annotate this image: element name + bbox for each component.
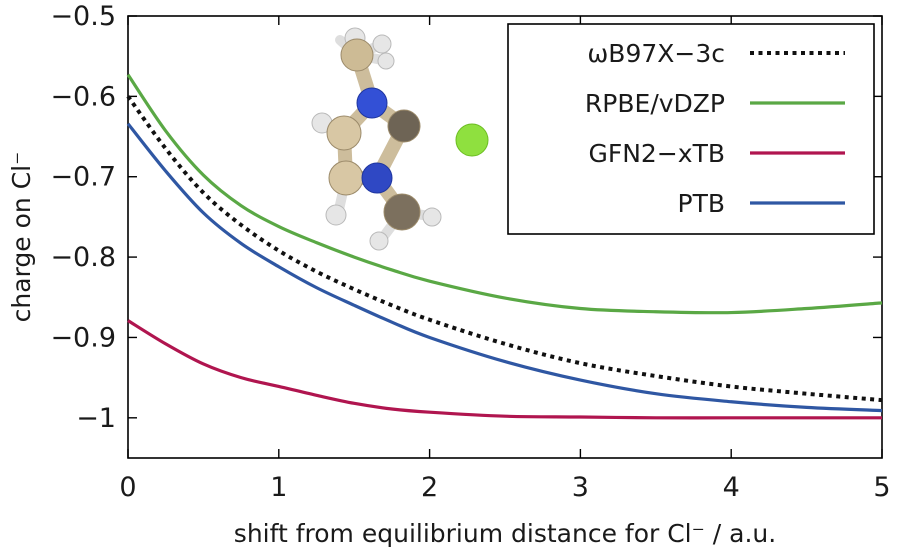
legend-label: RPBE/vDZP	[585, 89, 725, 118]
y-axis-tick-labels: −0.5 −0.6 −0.7 −0.8 −0.9 −1	[50, 1, 116, 434]
series-line-0	[126, 95, 883, 403]
legend-label: PTB	[678, 189, 726, 218]
y-tick-label: −0.6	[50, 81, 116, 112]
x-tick-label: 2	[421, 472, 438, 503]
y-axis-title: charge on Cl⁻	[7, 152, 36, 323]
x-tick-label: 5	[873, 472, 890, 503]
legend-label: ωB97X−3c	[587, 39, 725, 68]
y-tick-label: −0.7	[50, 162, 116, 193]
series-line-1	[126, 73, 883, 315]
series-line-3	[126, 122, 883, 413]
series-line-2	[127, 319, 882, 420]
x-tick-label: 3	[572, 472, 589, 503]
legend: ωB97X−3c RPBE/vDZP GFN2−xTB PTB	[507, 23, 875, 235]
y-tick-label: −0.8	[50, 242, 116, 273]
x-axis-title: shift from equilibrium distance for Cl⁻ …	[234, 519, 776, 548]
x-axis-tick-labels: 0 1 2 3 4 5	[119, 472, 890, 503]
x-tick-label: 1	[270, 472, 287, 503]
legend-box	[507, 23, 875, 235]
molecule-illustration	[311, 27, 489, 251]
y-tick-label: −1	[76, 403, 116, 434]
y-tick-label: −0.5	[50, 1, 116, 32]
x-tick-label: 0	[119, 472, 136, 503]
plot-area-frame	[127, 15, 883, 459]
x-tick-label: 4	[723, 472, 740, 503]
series-lines	[126, 73, 883, 420]
legend-label: GFN2−xTB	[588, 139, 725, 168]
y-tick-label: −0.9	[50, 322, 116, 353]
